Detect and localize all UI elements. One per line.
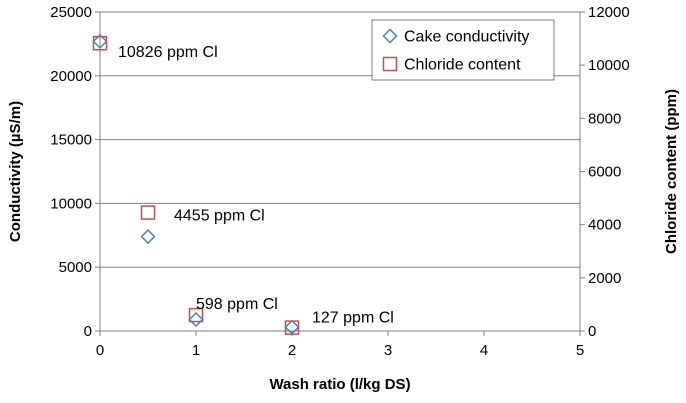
conductivity-point xyxy=(140,229,156,245)
y2-tick-label: 10000 xyxy=(588,57,630,74)
axes xyxy=(95,11,585,336)
x-tick-label: 0 xyxy=(96,342,104,359)
tick-labels: 0 5000 10000 15000 20000 25000 0 2000 4000 6000 80… xyxy=(50,4,629,359)
y2-axis-title: Chloride content (ppm) xyxy=(663,89,680,254)
chloride-point xyxy=(140,205,156,220)
annotation-label: 4455 ppm Cl xyxy=(174,208,265,225)
data-points xyxy=(92,33,300,335)
y2-tick-label: 2000 xyxy=(588,270,621,287)
conductivity-point xyxy=(284,319,300,335)
legend-square-icon xyxy=(382,56,398,72)
legend: Cake conductivity Chloride content xyxy=(371,19,555,81)
y2-tick-label: 12000 xyxy=(588,4,630,21)
y-tick-label: 25000 xyxy=(50,4,92,21)
x-tick-label: 5 xyxy=(576,342,584,359)
annotation-label: 127 ppm Cl xyxy=(312,310,394,327)
y2-tick-label: 0 xyxy=(588,323,596,340)
annotation-label: 598 ppm Cl xyxy=(196,296,278,313)
y2-tick-label: 6000 xyxy=(588,164,621,181)
y2-tick-label: 4000 xyxy=(588,217,621,234)
conductivity-point xyxy=(92,33,108,49)
legend-diamond-icon xyxy=(382,28,398,44)
annotations: 10826 ppm Cl 4455 ppm Cl 598 ppm Cl 127 ppm… xyxy=(118,44,394,326)
chloride-point xyxy=(92,35,108,51)
y-tick-label: 20000 xyxy=(50,68,92,85)
x-tick-label: 3 xyxy=(384,342,392,359)
y-tick-label: 5000 xyxy=(59,259,92,276)
y-axis-title: Conductivity (µS/m) xyxy=(7,101,24,242)
legend-entry: Chloride content xyxy=(404,57,521,74)
x-tick-label: 2 xyxy=(288,342,296,359)
x-axis-title: Wash ratio (l/kg DS) xyxy=(269,376,410,393)
annotation-label: 10826 ppm Cl xyxy=(118,44,218,61)
legend-entry: Cake conductivity xyxy=(404,29,529,46)
y2-tick-label: 8000 xyxy=(588,110,621,127)
x-tick-label: 4 xyxy=(480,342,488,359)
chloride-point xyxy=(188,307,204,323)
y-tick-label: 15000 xyxy=(50,132,92,149)
legend-box xyxy=(371,19,555,81)
conductivity-point xyxy=(188,311,204,328)
y-tick-label: 10000 xyxy=(50,195,92,212)
y-tick-label: 0 xyxy=(84,323,92,340)
x-tick-label: 1 xyxy=(192,342,200,359)
